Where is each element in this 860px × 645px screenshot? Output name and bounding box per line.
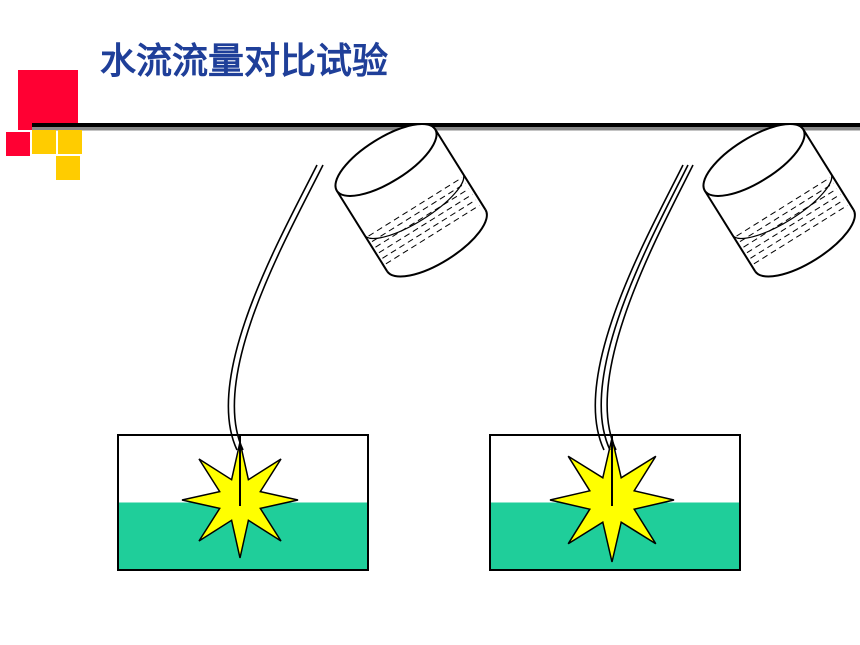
water-stream [595,165,693,450]
slide-title: 水流流量对比试验 [100,32,388,84]
diagram-svg [0,0,860,645]
water-stream [228,165,323,450]
beaker [693,111,860,290]
decor-block [32,130,56,154]
decor-block [18,70,78,130]
decor-block [6,132,30,156]
slide: 水流流量对比试验 [0,0,860,645]
tray [490,435,740,570]
decor-block [58,130,82,154]
decor-block [56,156,80,180]
tray [118,435,368,570]
beaker [325,111,497,290]
